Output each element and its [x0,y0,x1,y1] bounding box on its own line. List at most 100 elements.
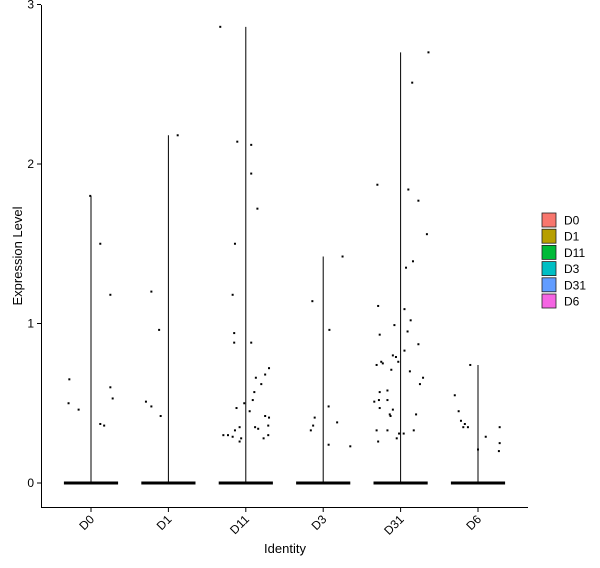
y-tick-label: 2 [27,157,34,171]
data-point [498,442,501,445]
violin-d11 [218,25,273,485]
data-point [233,242,236,245]
x-axis-ticks: D0 D1 D11 D3 D31 D6 [76,508,484,538]
data-point [253,391,256,394]
data-point [417,199,420,202]
data-point [377,304,380,307]
data-point [68,378,71,381]
data-point [373,400,376,403]
data-point [159,415,162,418]
data-point [67,402,70,405]
data-point [469,363,472,366]
data-point [477,448,479,451]
data-point [376,183,379,186]
data-point [395,437,398,440]
data-point [386,429,389,432]
data-point [462,426,465,429]
data-point [377,399,380,402]
violin-d3 [296,255,352,485]
data-point [150,405,153,408]
violin-d0 [63,194,119,485]
legend-swatch-d0 [541,212,557,228]
data-point [231,293,234,296]
zero-band-d1 [141,481,196,485]
y-tick-label: 0 [27,476,34,490]
legend-swatch-d6 [541,293,557,309]
x-axis-title: Identity [264,541,306,556]
data-point [411,260,414,263]
legend-swatch-d3 [541,261,557,277]
x-tick-label: D3 [309,512,330,533]
data-point [389,415,392,418]
data-point [377,440,380,443]
data-point [375,363,378,366]
data-point [418,383,421,386]
data-point [380,360,383,363]
data-point [109,386,112,389]
data-point [256,207,259,210]
violin-d31 [373,51,430,485]
data-point [254,426,257,429]
data-point [309,429,312,432]
data-point [498,426,501,429]
data-point [238,440,241,443]
data-point [409,319,412,322]
data-point [375,429,378,432]
x-tick-label: D11 [227,512,252,537]
zero-band-d3 [296,481,351,485]
violin-d6 [450,363,506,485]
legend-swatch-d1 [541,228,557,244]
data-point [463,422,466,425]
data-point [176,134,179,137]
data-point [328,328,331,331]
data-point [226,434,229,437]
legend-label-d31: D31 [564,278,586,292]
data-point [336,421,339,424]
data-point [89,194,92,197]
zero-band-d31 [373,481,428,485]
data-point [402,432,405,435]
data-point [250,172,253,175]
violin-d1 [141,134,196,485]
data-point [411,81,414,84]
data-point [393,324,396,327]
data-point [427,51,430,54]
data-point [422,376,425,379]
x-tick-label: D1 [154,512,175,533]
data-point [457,410,460,413]
data-point [251,399,254,402]
data-point [103,424,106,427]
data-point [248,410,251,413]
data-point [268,416,271,419]
data-point [267,424,270,427]
x-tick-label: D6 [463,512,484,533]
data-point [398,432,401,435]
data-point [268,367,271,370]
legend-label-d11: D11 [564,246,585,260]
data-point [262,437,265,440]
data-point [233,332,236,335]
data-point [158,328,161,331]
data-point [391,354,394,357]
y-axis-title: Expression Level [10,206,25,305]
data-point [412,429,415,432]
data-point [222,434,225,437]
zero-band-d11 [218,481,273,485]
data-point [233,429,236,432]
data-point [311,300,314,303]
data-point [386,389,389,392]
data-point [327,443,330,446]
data-point [264,415,267,418]
data-point [240,437,243,440]
legend: D0 D1 D11 D3 D31 D6 [541,212,586,309]
data-point [238,426,241,429]
legend-label-d3: D3 [564,262,580,276]
x-tick-label: D31 [381,512,407,538]
data-point [312,424,315,427]
data-point [403,308,406,311]
data-point [388,413,391,416]
data-point [397,360,400,363]
data-point [264,373,267,376]
data-point [250,341,253,344]
